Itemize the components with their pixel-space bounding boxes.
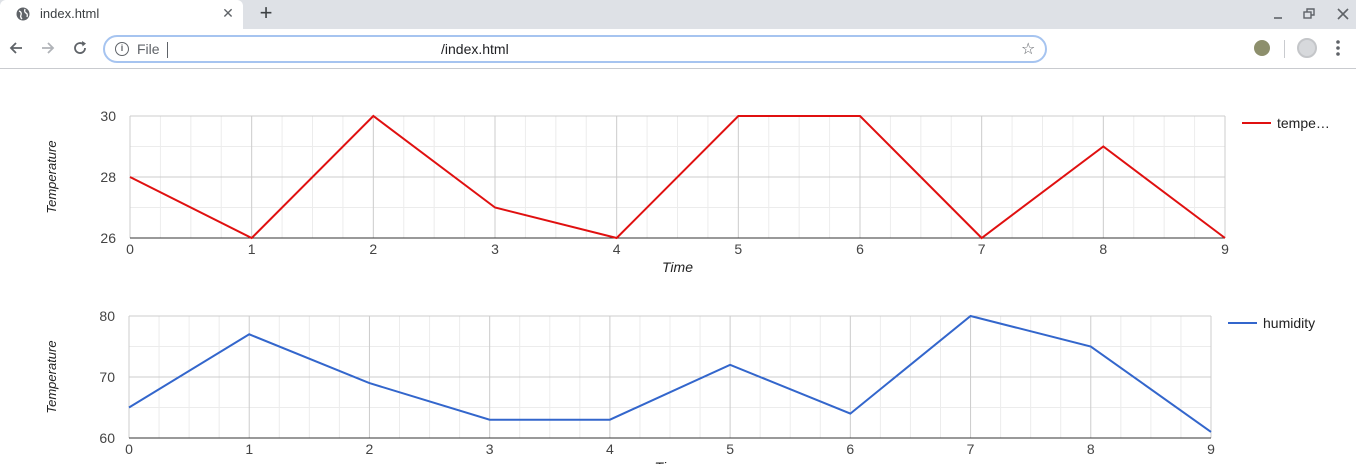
y-tick-label: 28 <box>100 169 116 185</box>
x-tick-label: 8 <box>1087 441 1095 457</box>
x-tick-label: 8 <box>1099 241 1107 257</box>
x-tick-label: 0 <box>126 241 134 257</box>
address-bar[interactable]: i File /index.html ☆ <box>103 35 1047 63</box>
arrow-right-icon[interactable] <box>38 38 58 58</box>
x-tick-label: 9 <box>1207 441 1215 457</box>
x-axis-title: Time <box>655 459 686 464</box>
series-line <box>128 314 1212 433</box>
tab-close-icon[interactable]: ✕ <box>222 5 234 21</box>
extension-icon[interactable] <box>1254 40 1270 56</box>
scheme-label: File <box>137 41 160 57</box>
y-tick-label: 70 <box>99 369 115 385</box>
y-axis-title: Temperature <box>44 140 59 213</box>
x-tick-label: 7 <box>967 441 975 457</box>
toolbar-separator <box>1284 40 1285 58</box>
humidity-chart: 60 70 80 0 1 2 3 4 5 6 7 8 9 Time Temperature humidity <box>0 278 1356 464</box>
temperature-chart: 26 28 30 0 1 2 3 4 5 6 7 8 9 Time Temperature tempe… <box>0 70 1356 278</box>
x-tick-label: 5 <box>726 441 734 457</box>
minimize-icon[interactable] <box>1268 5 1288 23</box>
new-tab-button[interactable]: + <box>259 0 273 25</box>
x-tick-label: 3 <box>486 441 494 457</box>
arrow-left-icon[interactable] <box>6 38 26 58</box>
url-text[interactable]: /index.html <box>441 41 509 57</box>
y-tick-label: 30 <box>100 108 116 124</box>
x-tick-label: 2 <box>366 441 374 457</box>
x-tick-label: 5 <box>734 241 742 257</box>
series-line <box>129 114 1226 240</box>
x-tick-label: 2 <box>369 241 377 257</box>
legend-label: tempe… <box>1277 115 1330 131</box>
x-tick-label: 7 <box>978 241 986 257</box>
temperature-chart-svg: 26 28 30 0 1 2 3 4 5 6 7 8 9 Time Temperature tempe… <box>44 108 1330 275</box>
browser-tab[interactable]: index.html ✕ <box>0 0 243 29</box>
x-tick-label: 3 <box>491 241 499 257</box>
legend-label: humidity <box>1263 315 1315 331</box>
x-axis-title: Time <box>662 259 693 275</box>
tab-title: index.html <box>40 6 100 21</box>
x-tick-label: 6 <box>846 441 854 457</box>
x-tick-label: 4 <box>613 241 621 257</box>
profile-avatar[interactable] <box>1297 38 1317 58</box>
browser-toolbar: i File /index.html ☆ <box>0 29 1356 69</box>
y-tick-label: 80 <box>99 308 115 324</box>
info-icon[interactable]: i <box>115 42 129 56</box>
tab-strip: index.html ✕ + <box>0 0 1356 29</box>
x-tick-label: 6 <box>856 241 864 257</box>
y-axis-title: Temperature <box>44 340 59 413</box>
y-tick-label: 26 <box>100 230 116 246</box>
x-tick-label: 1 <box>245 441 253 457</box>
close-window-icon[interactable] <box>1333 5 1353 23</box>
humidity-chart-svg: 60 70 80 0 1 2 3 4 5 6 7 8 9 Time Temperature humidity <box>44 308 1315 464</box>
x-tick-label: 1 <box>248 241 256 257</box>
y-tick-label: 60 <box>99 430 115 446</box>
x-tick-label: 9 <box>1221 241 1229 257</box>
kebab-menu-icon[interactable] <box>1330 37 1346 59</box>
reload-icon[interactable] <box>70 38 90 58</box>
x-tick-label: 0 <box>125 441 133 457</box>
x-tick-label: 4 <box>606 441 614 457</box>
globe-icon <box>16 7 30 21</box>
star-icon[interactable]: ☆ <box>1021 41 1036 58</box>
omnibox-divider <box>167 42 168 58</box>
restore-icon[interactable] <box>1299 5 1319 23</box>
